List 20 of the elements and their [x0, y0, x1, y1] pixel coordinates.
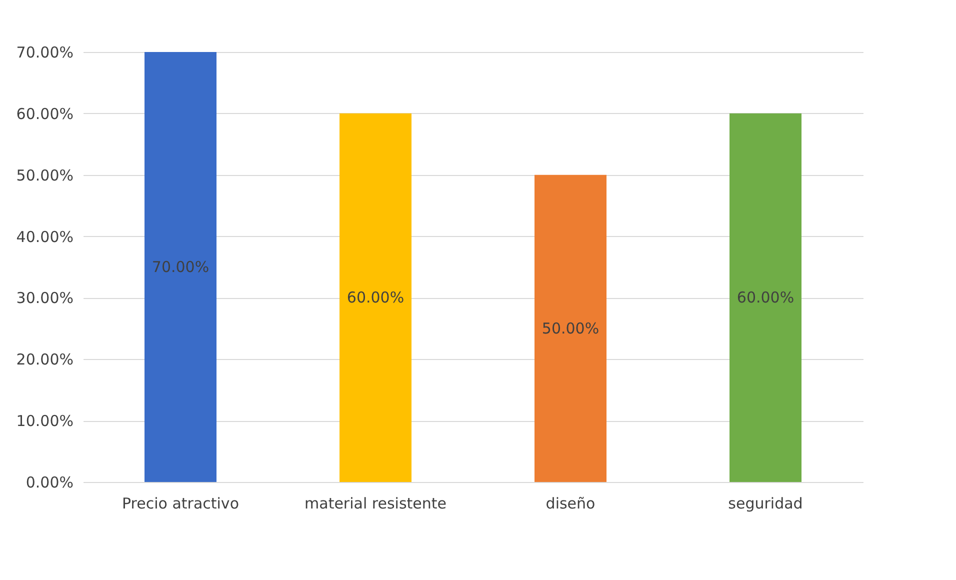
y-tick-label: 30.00%: [16, 289, 74, 308]
data-label: 50.00%: [542, 319, 600, 338]
data-label: 60.00%: [346, 288, 404, 307]
x-tick-label: seguridad: [728, 494, 803, 512]
y-tick-label: 0.00%: [26, 474, 74, 492]
x-tick-label: material resistente: [304, 494, 446, 512]
y-tick-label: 70.00%: [16, 44, 74, 62]
x-tick-label: Precio atractivo: [122, 494, 239, 512]
bar: [730, 113, 802, 482]
bar: [534, 174, 606, 482]
data-label: 60.00%: [736, 288, 794, 307]
y-tick-label: 10.00%: [16, 412, 74, 430]
x-tick-label: diseño: [546, 494, 596, 512]
y-tick-label: 20.00%: [16, 350, 74, 369]
y-tick-label: 50.00%: [16, 166, 74, 184]
bar: [340, 113, 412, 482]
bar: [144, 52, 216, 482]
data-label: 70.00%: [152, 258, 210, 276]
y-tick-label: 60.00%: [16, 104, 74, 123]
y-tick-label: 40.00%: [16, 228, 74, 246]
